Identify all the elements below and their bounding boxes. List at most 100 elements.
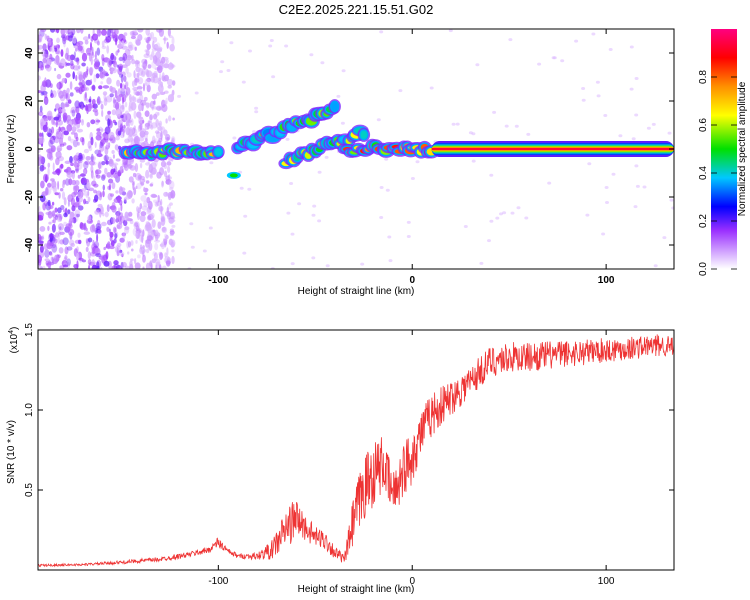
noise-blob [158,77,162,82]
noise-blob [115,101,120,111]
noise-blob [169,228,174,233]
noise-blob [165,260,171,265]
noise-blob [93,198,97,203]
noise-blob [116,250,120,257]
noise-blob [66,246,73,251]
signal-feature [337,138,440,159]
noise-blob [76,128,83,133]
noise-blob [587,162,592,166]
noise-blob [131,80,136,88]
noise-blob [146,84,151,93]
noise-blob [241,80,246,84]
noise-blob [88,145,93,152]
noise-blob [147,229,153,237]
noise-blob [124,226,130,231]
noise-blob [489,219,494,223]
noise-blob [114,64,117,69]
noise-blob [190,245,195,249]
noise-blob [158,120,163,128]
noise-blob [61,191,66,200]
noise-blob [142,254,146,263]
noise-blob [170,93,174,102]
noise-blob [70,138,75,144]
noise-blob [94,50,97,60]
y-tick-label: -20 [24,189,35,204]
noise-blob [147,215,152,221]
colorbar-label: Normalized spectral amplitude [737,81,748,216]
noise-blob [57,236,60,245]
noise-blob [85,103,88,111]
noise-blob [69,92,74,97]
noise-blob [79,79,82,88]
noise-blob [115,212,120,222]
noise-blob [78,257,84,261]
noise-blob [95,73,100,79]
noise-blob [611,172,616,176]
noise-blob [67,31,74,38]
noise-blob [94,141,97,148]
noise-blob [48,205,54,210]
noise-blob [166,78,174,86]
noise-blob [91,264,98,269]
noise-blob [157,232,161,237]
noise-blob [55,157,60,166]
noise-blob [124,265,130,269]
noise-blob [72,71,75,80]
noise-blob [137,234,140,239]
spectrogram-ticks: -100 0 100 -40 -20 0 20 40 [24,29,674,286]
noise-blob [406,220,411,224]
noise-blob [153,113,158,120]
noise-blob [160,160,167,168]
noise-blob [165,175,170,182]
noise-blob [144,122,150,130]
noise-blob [596,94,601,98]
noise-blob [80,158,83,163]
noise-blob [475,63,480,67]
noise-blob [101,161,106,166]
noise-blob [124,101,128,108]
noise-blob [129,44,135,51]
colorbar-tick-label: 0.0 [698,262,709,276]
noise-blob [44,77,47,85]
noise-blob [84,160,90,165]
noise-blob [55,169,61,174]
noise-blob [120,133,125,139]
noise-blob [514,124,519,128]
noise-blob [60,49,64,57]
noise-blob [145,29,150,36]
noise-blob [121,232,127,237]
noise-blob [39,194,46,202]
noise-blob [117,49,120,53]
y-tick-label: 20 [24,95,35,107]
noise-blob [124,84,127,90]
noise-blob [152,251,156,257]
noise-blob [48,221,52,225]
noise-blob [100,128,104,132]
noise-blob [95,223,102,230]
colorbar-tick-label: 0.4 [698,166,709,180]
noise-blob [171,255,175,265]
noise-blob [58,81,61,90]
noise-blob [591,32,596,36]
noise-blob [90,251,97,257]
noise-blob [111,205,117,213]
noise-blob [76,160,83,170]
noise-blob [317,170,322,174]
noise-blob [189,222,194,226]
noise-blob [149,173,153,179]
noise-blob [81,188,86,192]
noise-blob [54,135,57,141]
noise-blob [93,189,97,194]
noise-blob [161,226,168,233]
noise-blob [135,239,138,244]
noise-blob [105,251,109,260]
noise-blob [159,252,163,261]
noise-blob [93,61,100,70]
noise-blob [138,67,144,76]
noise-blob [81,79,85,89]
noise-blob [142,119,145,124]
noise-blob [147,64,152,69]
noise-blob [109,134,116,144]
noise-blob [39,245,44,253]
noise-blob [87,251,91,260]
